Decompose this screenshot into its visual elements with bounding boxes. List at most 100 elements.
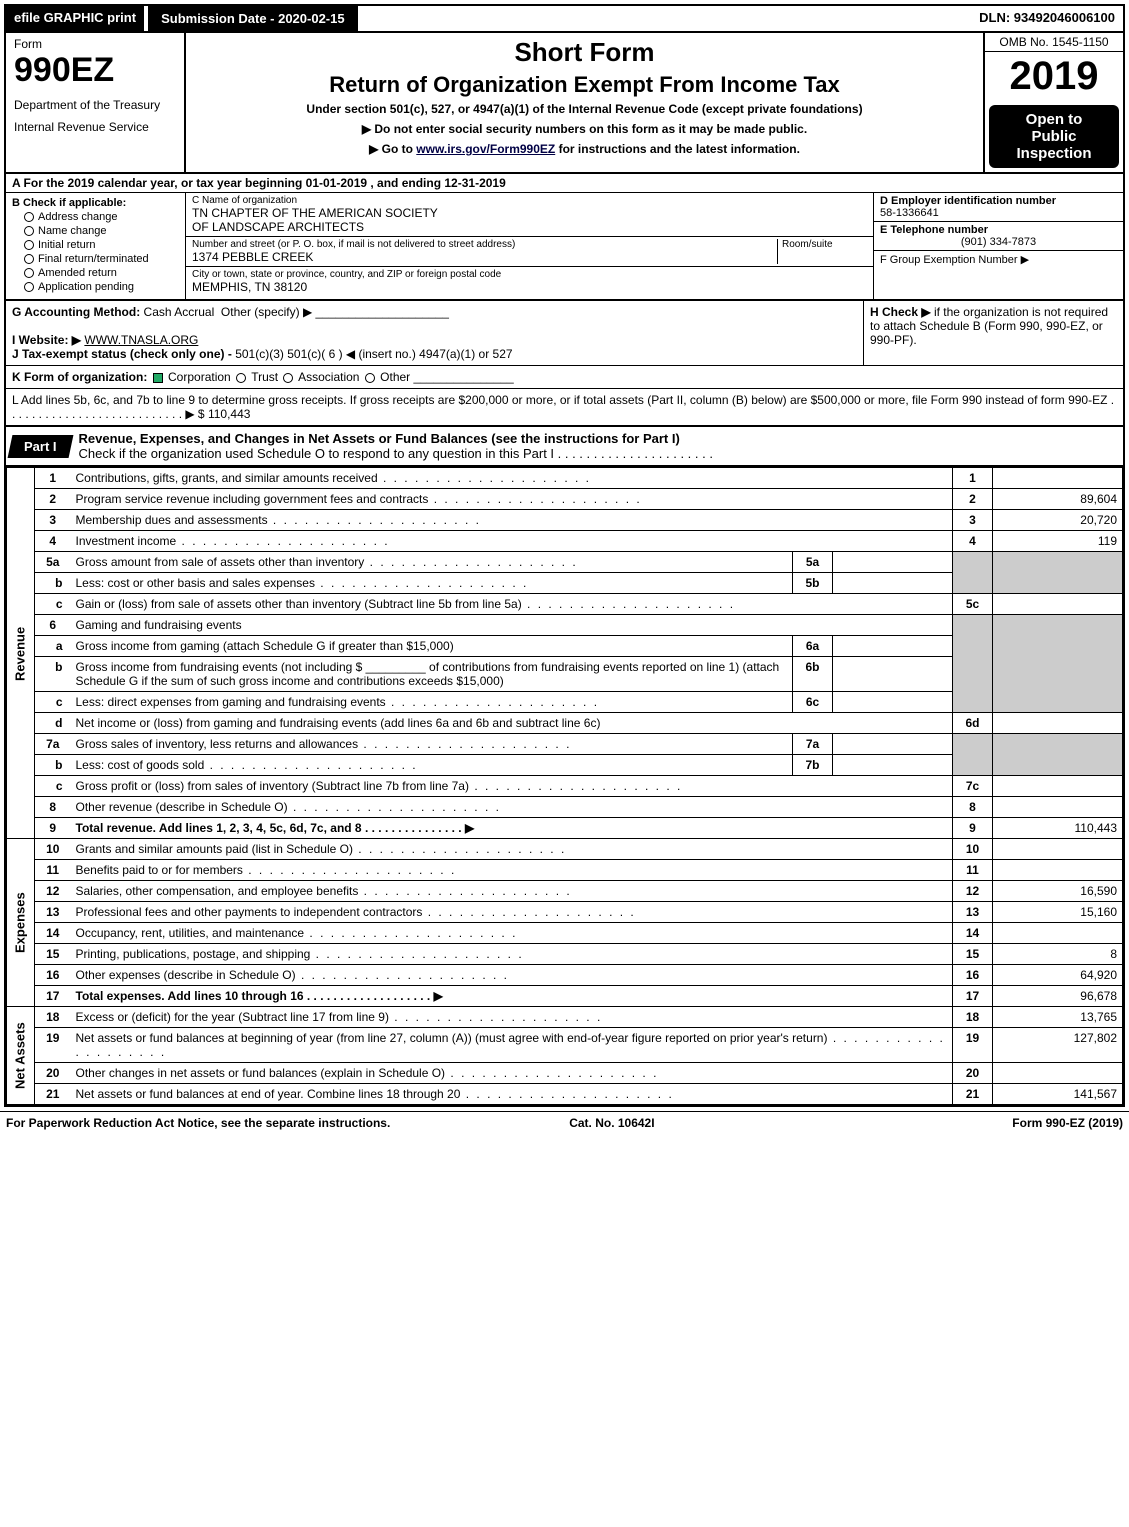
irs-link[interactable]: www.irs.gov/Form990EZ	[416, 142, 555, 156]
line-ref: 11	[953, 860, 993, 881]
circle-icon[interactable]	[365, 373, 375, 383]
sub-ref: 5b	[793, 573, 833, 594]
table-row: 6 Gaming and fundraising events	[7, 615, 1123, 636]
circle-icon[interactable]	[236, 373, 246, 383]
line-num: 13	[35, 902, 71, 923]
phone-label: E Telephone number	[880, 224, 1117, 236]
column-d-ein: D Employer identification number 58-1336…	[873, 193, 1123, 299]
line-desc: Contributions, gifts, grants, and simila…	[71, 468, 953, 489]
address-label: Number and street (or P. O. box, if mail…	[192, 239, 777, 250]
opt-association: Association	[298, 370, 359, 384]
ein-value: 58-1336641	[880, 207, 1117, 219]
line-num: b	[35, 573, 71, 594]
submission-date-button[interactable]: Submission Date - 2020-02-15	[148, 6, 358, 31]
line-amount: 15,160	[993, 902, 1123, 923]
line-desc: Grants and similar amounts paid (list in…	[71, 839, 953, 860]
line-ref: 10	[953, 839, 993, 860]
line-amount: 13,765	[993, 1007, 1123, 1028]
opt-4947: 4947(a)(1) or	[419, 347, 489, 361]
grey-cell	[953, 734, 993, 776]
grey-cell	[953, 615, 993, 713]
table-row: d Net income or (loss) from gaming and f…	[7, 713, 1123, 734]
line-ref: 18	[953, 1007, 993, 1028]
ein-label: D Employer identification number	[880, 195, 1117, 207]
line-num: 12	[35, 881, 71, 902]
accounting-cash: Cash	[144, 305, 172, 319]
line-desc: Investment income	[71, 531, 953, 552]
chk-application-pending[interactable]: Application pending	[24, 281, 179, 293]
line-amount	[993, 839, 1123, 860]
line-num: 6	[35, 615, 71, 636]
line-num: 7a	[35, 734, 71, 755]
main-title: Return of Organization Exempt From Incom…	[194, 72, 975, 98]
table-row: Revenue 1 Contributions, gifts, grants, …	[7, 468, 1123, 489]
line-ref: 6d	[953, 713, 993, 734]
line-ref: 13	[953, 902, 993, 923]
line-amount: 110,443	[993, 818, 1123, 839]
section-a-tax-year: A For the 2019 calendar year, or tax yea…	[6, 174, 1123, 193]
chk-address-change[interactable]: Address change	[24, 211, 179, 223]
line-ref: 15	[953, 944, 993, 965]
line-ref: 8	[953, 797, 993, 818]
line-amount: 20,720	[993, 510, 1123, 531]
efile-print-button[interactable]: efile GRAPHIC print	[6, 6, 144, 31]
row-l: L Add lines 5b, 6c, and 7b to line 9 to …	[6, 389, 1123, 427]
checkbox-checked-icon[interactable]	[153, 373, 163, 383]
line-desc: Excess or (deficit) for the year (Subtra…	[71, 1007, 953, 1028]
circle-icon	[24, 226, 34, 236]
sub-ref: 6c	[793, 692, 833, 713]
chk-name-change[interactable]: Name change	[24, 225, 179, 237]
line-ref: 7c	[953, 776, 993, 797]
part-1-check-line: Check if the organization used Schedule …	[79, 446, 713, 461]
line-num: a	[35, 636, 71, 657]
phone-block: E Telephone number (901) 334-7873	[874, 222, 1123, 251]
form-number-cell: Form 990EZ Department of the Treasury In…	[6, 33, 186, 172]
table-row: 11 Benefits paid to or for members 11	[7, 860, 1123, 881]
table-row: 16 Other expenses (describe in Schedule …	[7, 965, 1123, 986]
sub-val	[833, 657, 953, 692]
line-desc: Net income or (loss) from gaming and fun…	[71, 713, 953, 734]
chk-initial-return[interactable]: Initial return	[24, 239, 179, 251]
form-label: Form	[14, 37, 176, 51]
form-org-label: K Form of organization:	[12, 370, 147, 384]
line-ref: 2	[953, 489, 993, 510]
sub-val	[833, 692, 953, 713]
org-name-block: C Name of organization TN CHAPTER OF THE…	[186, 193, 873, 237]
table-row: 12 Salaries, other compensation, and emp…	[7, 881, 1123, 902]
row-g-h: G Accounting Method: Cash Accrual Other …	[6, 301, 1123, 366]
table-row: 13 Professional fees and other payments …	[7, 902, 1123, 923]
line-num: 19	[35, 1028, 71, 1063]
room-label: Room/suite	[782, 239, 867, 250]
line-desc: Printing, publications, postage, and shi…	[71, 944, 953, 965]
chk-amended-return[interactable]: Amended return	[24, 267, 179, 279]
line-num: 15	[35, 944, 71, 965]
circle-icon	[24, 282, 34, 292]
chk-final-return[interactable]: Final return/terminated	[24, 253, 179, 265]
expenses-side-label: Expenses	[7, 839, 35, 1007]
sub-val	[833, 573, 953, 594]
line-desc: Gross income from gaming (attach Schedul…	[71, 636, 793, 657]
table-row: Net Assets 18 Excess or (deficit) for th…	[7, 1007, 1123, 1028]
form-990ez: efile GRAPHIC print Submission Date - 20…	[4, 4, 1125, 1107]
line-amount	[993, 713, 1123, 734]
line-ref: 3	[953, 510, 993, 531]
line-num: c	[35, 692, 71, 713]
group-exemption-block: F Group Exemption Number ▶	[874, 251, 1123, 268]
dln-label: DLN: 93492046006100	[971, 6, 1123, 31]
opt-527: 527	[493, 347, 513, 361]
circle-icon	[24, 212, 34, 222]
year-cell: OMB No. 1545-1150 2019 Open to Public In…	[983, 33, 1123, 172]
footer-left: For Paperwork Reduction Act Notice, see …	[6, 1116, 390, 1130]
line-ref: 20	[953, 1063, 993, 1084]
line-num: 4	[35, 531, 71, 552]
line-ref: 9	[953, 818, 993, 839]
circle-icon[interactable]	[283, 373, 293, 383]
circle-icon	[24, 254, 34, 264]
line-num: 18	[35, 1007, 71, 1028]
website-value[interactable]: WWW.TNASLA.ORG	[84, 333, 198, 347]
line-desc: Total revenue. Add lines 1, 2, 3, 4, 5c,…	[71, 818, 953, 839]
row-h-pre: H Check ▶	[870, 305, 931, 319]
table-row: 4 Investment income 4 119	[7, 531, 1123, 552]
phone-value: (901) 334-7873	[880, 236, 1117, 248]
line-desc: Gain or (loss) from sale of assets other…	[71, 594, 953, 615]
